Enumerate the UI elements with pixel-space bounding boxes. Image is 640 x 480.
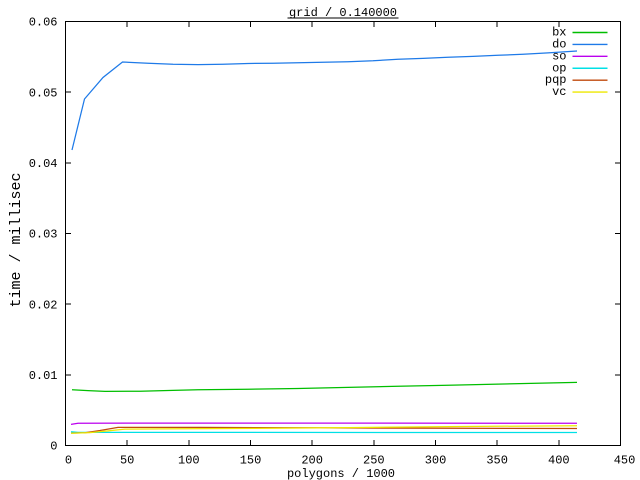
svg-text:0.03: 0.03: [29, 228, 58, 242]
svg-text:400: 400: [548, 454, 570, 468]
svg-text:350: 350: [486, 454, 508, 468]
svg-text:200: 200: [301, 454, 323, 468]
svg-text:do: do: [552, 37, 566, 51]
svg-text:300: 300: [425, 454, 447, 468]
svg-text:0.01: 0.01: [29, 369, 58, 383]
svg-text:0.04: 0.04: [29, 157, 58, 171]
svg-text:vc: vc: [552, 85, 566, 99]
svg-text:0: 0: [50, 440, 57, 454]
svg-text:bx: bx: [552, 26, 566, 40]
svg-text:0: 0: [65, 454, 72, 468]
svg-text:100: 100: [178, 454, 200, 468]
svg-text:150: 150: [240, 454, 262, 468]
svg-text:pqp: pqp: [545, 73, 567, 87]
svg-text:250: 250: [363, 454, 385, 468]
svg-text:0.05: 0.05: [29, 86, 58, 100]
svg-text:op: op: [552, 61, 566, 75]
svg-text:50: 50: [120, 454, 134, 468]
svg-text:so: so: [552, 49, 566, 63]
svg-text:0.06: 0.06: [29, 16, 58, 30]
svg-text:0.02: 0.02: [29, 298, 58, 312]
svg-text:grid / 0.140000: grid / 0.140000: [289, 6, 397, 20]
svg-text:polygons / 1000: polygons / 1000: [287, 467, 395, 480]
svg-text:time / millisec: time / millisec: [8, 172, 25, 307]
svg-text:450: 450: [614, 454, 636, 468]
